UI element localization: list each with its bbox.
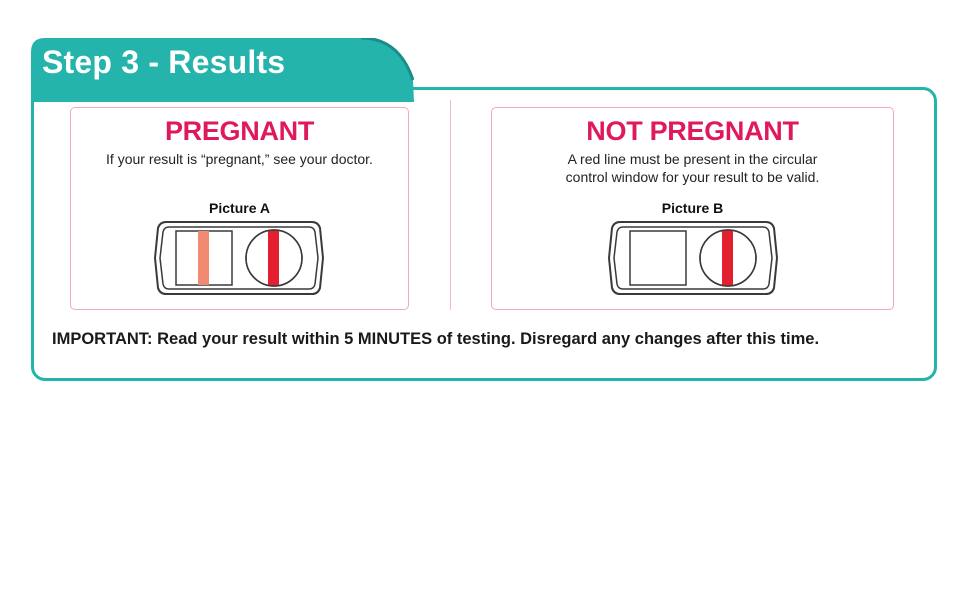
result-card-not-pregnant: NOT PREGNANT A red line must be present … (491, 107, 894, 310)
picture-label: Picture B (661, 200, 724, 216)
test-device-illustration (608, 221, 778, 295)
picture-label: Picture A (209, 200, 270, 216)
control-window-outline (245, 229, 303, 287)
device-inner-shell (159, 226, 319, 290)
result-description: A red line must be present in the circul… (565, 151, 820, 185)
result-heading: PREGNANT (164, 116, 315, 146)
test-line (198, 231, 209, 285)
results-panel (31, 87, 937, 381)
result-card-pregnant: PREGNANT If your result is “pregnant,” s… (70, 107, 409, 310)
control-line (722, 230, 733, 286)
section-tab: Step 3 - Results (31, 38, 414, 102)
result-description: If your result is “pregnant,” see your d… (106, 151, 373, 167)
column-divider (450, 100, 451, 310)
test-device-illustration (154, 221, 324, 295)
important-note: IMPORTANT: Read your result within 5 MIN… (52, 330, 820, 348)
control-window-outline (699, 229, 757, 287)
page-title: Step 3 - Results (42, 44, 286, 80)
tab-shape (31, 38, 414, 102)
control-line (268, 230, 279, 286)
result-heading: NOT PREGNANT (586, 116, 799, 146)
result-window (629, 230, 687, 286)
device-inner-shell (613, 226, 773, 290)
